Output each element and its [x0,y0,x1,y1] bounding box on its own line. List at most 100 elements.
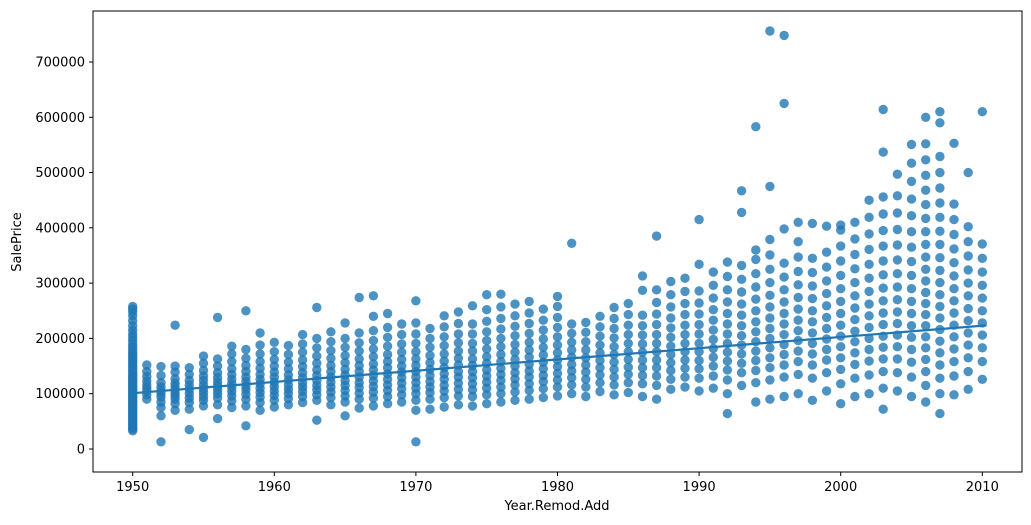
data-point [765,264,775,274]
data-point [453,346,464,356]
data-point [184,369,194,380]
data-point [666,276,676,287]
data-point [963,328,973,338]
data-point [836,270,846,281]
data-point [878,296,888,306]
data-point [156,437,166,447]
data-point [694,329,704,339]
data-point [269,337,279,347]
data-point [949,356,959,367]
data-point [439,356,449,366]
data-point [411,360,421,371]
data-point [142,366,152,377]
data-point [510,395,520,405]
data-point [921,227,931,237]
data-point [736,358,747,368]
data-point [609,357,619,367]
x-tick-label: 1980 [541,480,574,495]
data-point [949,390,959,400]
data-point [935,290,945,300]
data-point [651,355,662,365]
data-point [368,311,379,321]
data-point [793,326,803,336]
data-point [567,380,577,390]
data-point [439,349,449,359]
data-point [524,296,534,307]
data-point [524,394,534,404]
data-point [878,319,888,330]
data-point [623,338,633,349]
data-point [921,264,931,274]
data-point [637,355,648,365]
data-point [906,391,917,402]
data-point [722,365,733,375]
data-point [496,313,506,324]
data-point [496,302,506,312]
data-point [708,325,718,335]
data-point [892,282,903,292]
data-point [538,364,548,374]
data-point [467,301,478,311]
data-point [411,296,421,306]
data-point [694,355,704,366]
data-point [807,267,818,278]
data-point [609,380,619,390]
data-point [864,389,874,399]
data-point [170,405,180,415]
data-point [807,338,818,349]
data-point [878,209,888,219]
data-point [340,342,350,352]
data-point [680,372,690,382]
data-point [977,267,987,277]
data-point [935,408,945,419]
data-point [977,374,987,384]
data-point [552,368,563,378]
data-point [453,400,464,410]
data-point [821,247,832,257]
data-point [779,30,789,41]
data-point [552,340,563,350]
data-point [949,199,959,209]
data-point [878,308,888,318]
data-point [864,322,874,333]
data-point [836,342,846,352]
data-point [722,308,733,319]
data-point [906,227,917,237]
data-point [963,167,973,178]
data-point [510,321,520,331]
data-point [779,297,789,307]
data-point [623,387,633,398]
data-point [864,370,874,380]
data-point [637,330,648,340]
data-point [538,315,548,325]
y-tick-label: 400000 [35,221,85,236]
data-point [567,366,577,376]
x-tick-label: 1960 [258,480,291,495]
data-point [439,402,449,412]
data-point [736,260,747,271]
data-point [736,274,747,284]
data-point [722,257,733,267]
data-point [368,401,379,411]
data-point [552,301,563,312]
data-point [836,320,846,330]
data-point [397,339,407,349]
data-point [977,293,987,303]
data-point [552,322,563,333]
data-point [779,272,789,282]
data-point [241,344,251,355]
data-point [581,327,591,337]
data-point [524,379,534,389]
data-point [567,319,577,329]
data-point [864,344,874,355]
data-point [821,312,832,323]
data-point [878,283,888,293]
y-tick-label: 500000 [35,166,85,181]
data-point [581,317,591,328]
data-point [680,329,690,340]
data-point [510,311,520,321]
data-point [935,360,945,370]
data-point [963,366,973,377]
data-point [666,313,676,323]
data-point [864,229,874,239]
